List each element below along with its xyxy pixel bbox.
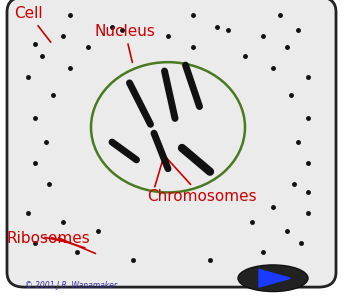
Ellipse shape: [238, 265, 308, 292]
Text: © 2001 J.R. Wanamaker: © 2001 J.R. Wanamaker: [25, 281, 117, 290]
Polygon shape: [259, 269, 290, 287]
Text: Cell: Cell: [14, 6, 51, 42]
Circle shape: [91, 62, 245, 192]
FancyBboxPatch shape: [7, 0, 336, 287]
Text: Nucleus: Nucleus: [94, 23, 155, 62]
Text: Ribosomes: Ribosomes: [7, 231, 91, 246]
Text: Chromosomes: Chromosomes: [147, 150, 257, 204]
